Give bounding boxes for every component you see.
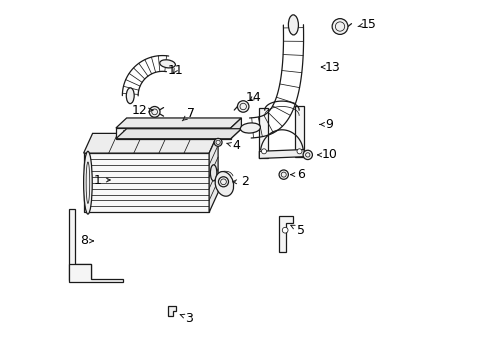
- Text: 2: 2: [233, 175, 249, 188]
- Polygon shape: [116, 128, 231, 139]
- Polygon shape: [84, 134, 218, 153]
- Circle shape: [279, 170, 289, 179]
- Circle shape: [149, 107, 160, 117]
- Circle shape: [219, 177, 228, 187]
- Text: 11: 11: [167, 64, 183, 77]
- Text: 12: 12: [131, 104, 153, 117]
- Ellipse shape: [84, 151, 92, 214]
- Polygon shape: [69, 209, 91, 280]
- Text: 15: 15: [358, 18, 377, 31]
- Ellipse shape: [241, 123, 260, 133]
- Circle shape: [214, 138, 222, 146]
- Text: 8: 8: [80, 234, 94, 247]
- Circle shape: [238, 101, 249, 112]
- Ellipse shape: [289, 15, 298, 35]
- Circle shape: [332, 19, 348, 35]
- Text: 7: 7: [182, 107, 195, 121]
- Text: 9: 9: [320, 118, 333, 131]
- Polygon shape: [116, 118, 242, 128]
- Text: 10: 10: [318, 148, 337, 161]
- Text: 5: 5: [291, 224, 305, 237]
- Text: 1: 1: [94, 174, 110, 186]
- Circle shape: [303, 150, 313, 159]
- Polygon shape: [295, 107, 304, 157]
- Polygon shape: [168, 306, 176, 316]
- Polygon shape: [209, 134, 218, 212]
- Polygon shape: [69, 264, 123, 282]
- Polygon shape: [116, 129, 242, 139]
- Circle shape: [262, 149, 267, 154]
- Circle shape: [297, 149, 302, 154]
- Polygon shape: [259, 108, 269, 158]
- Polygon shape: [259, 149, 304, 158]
- Text: 3: 3: [180, 311, 194, 325]
- Polygon shape: [279, 216, 294, 252]
- Ellipse shape: [126, 88, 134, 104]
- Circle shape: [282, 227, 288, 233]
- Polygon shape: [84, 153, 209, 212]
- Text: 6: 6: [291, 168, 304, 181]
- Text: 14: 14: [246, 91, 262, 104]
- Ellipse shape: [215, 171, 234, 196]
- Ellipse shape: [160, 60, 175, 68]
- Text: 13: 13: [321, 60, 341, 73]
- Text: 4: 4: [226, 139, 240, 152]
- Ellipse shape: [210, 165, 217, 181]
- Polygon shape: [231, 118, 242, 139]
